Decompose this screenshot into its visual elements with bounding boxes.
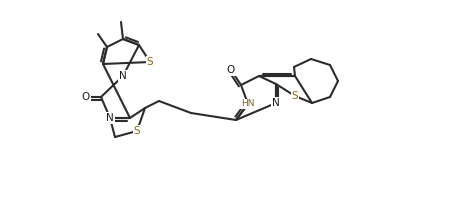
- Text: S: S: [133, 126, 140, 136]
- Text: HN: HN: [241, 100, 254, 108]
- Text: N: N: [106, 113, 114, 123]
- Text: N: N: [119, 71, 126, 81]
- Text: O: O: [82, 92, 90, 102]
- Text: S: S: [291, 91, 298, 101]
- Text: N: N: [272, 98, 279, 108]
- Text: S: S: [147, 57, 153, 67]
- Text: O: O: [227, 65, 235, 75]
